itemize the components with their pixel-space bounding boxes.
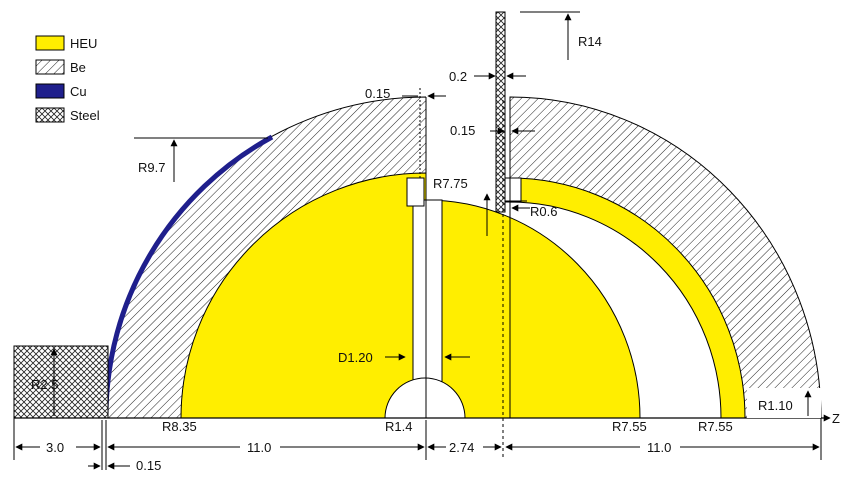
legend-swatch-cu bbox=[35, 83, 65, 99]
heu-core-left bbox=[180, 172, 427, 419]
legend-swatch-steel bbox=[35, 107, 65, 123]
d015-mid-label: 0.15 bbox=[450, 123, 475, 138]
legend-label-be: Be bbox=[70, 60, 86, 75]
void-slot-top bbox=[406, 177, 425, 207]
gap-band bbox=[426, 90, 496, 190]
d015-top-label: 0.15 bbox=[365, 86, 390, 101]
legend-swatch-heu bbox=[35, 35, 65, 51]
legend-label-steel: Steel bbox=[70, 108, 100, 123]
steel-plate bbox=[495, 11, 506, 213]
d110-right-label: 11.0 bbox=[647, 440, 671, 455]
central-void bbox=[384, 377, 466, 419]
r25-label: R2.5 bbox=[31, 377, 58, 392]
r97-label: R9.7 bbox=[138, 160, 165, 175]
heu-core-right bbox=[425, 199, 641, 419]
legend-label-heu: HEU bbox=[70, 36, 97, 51]
d110-left-label: 11.0 bbox=[247, 440, 271, 455]
void-slot-right bbox=[502, 177, 522, 203]
d120-label: D1.20 bbox=[338, 350, 373, 365]
r110-label: R1.10 bbox=[758, 398, 793, 413]
r775-label: R7.75 bbox=[433, 176, 468, 191]
legend: HEU Be Cu Steel bbox=[35, 35, 100, 123]
r14-small-label: R1.4 bbox=[385, 419, 412, 434]
r755-label-shell: R7.55 bbox=[698, 419, 733, 434]
r755-label-core: R7.55 bbox=[612, 419, 647, 434]
legend-label-cu: Cu bbox=[70, 84, 87, 99]
d274-label: 2.74 bbox=[449, 440, 474, 455]
d30-label: 3.0 bbox=[46, 440, 64, 455]
d015-bottom-label: 0.15 bbox=[136, 458, 161, 473]
legend-swatch-be bbox=[35, 59, 65, 75]
r835-label: R8.35 bbox=[162, 419, 197, 434]
d02-label: 0.2 bbox=[449, 69, 467, 84]
steel-block bbox=[13, 345, 109, 419]
cu-layer-arc bbox=[103, 134, 274, 417]
r14-label: R14 bbox=[578, 34, 602, 49]
z-axis-label: Z bbox=[832, 411, 840, 426]
r06-label: R0.6 bbox=[530, 204, 557, 219]
